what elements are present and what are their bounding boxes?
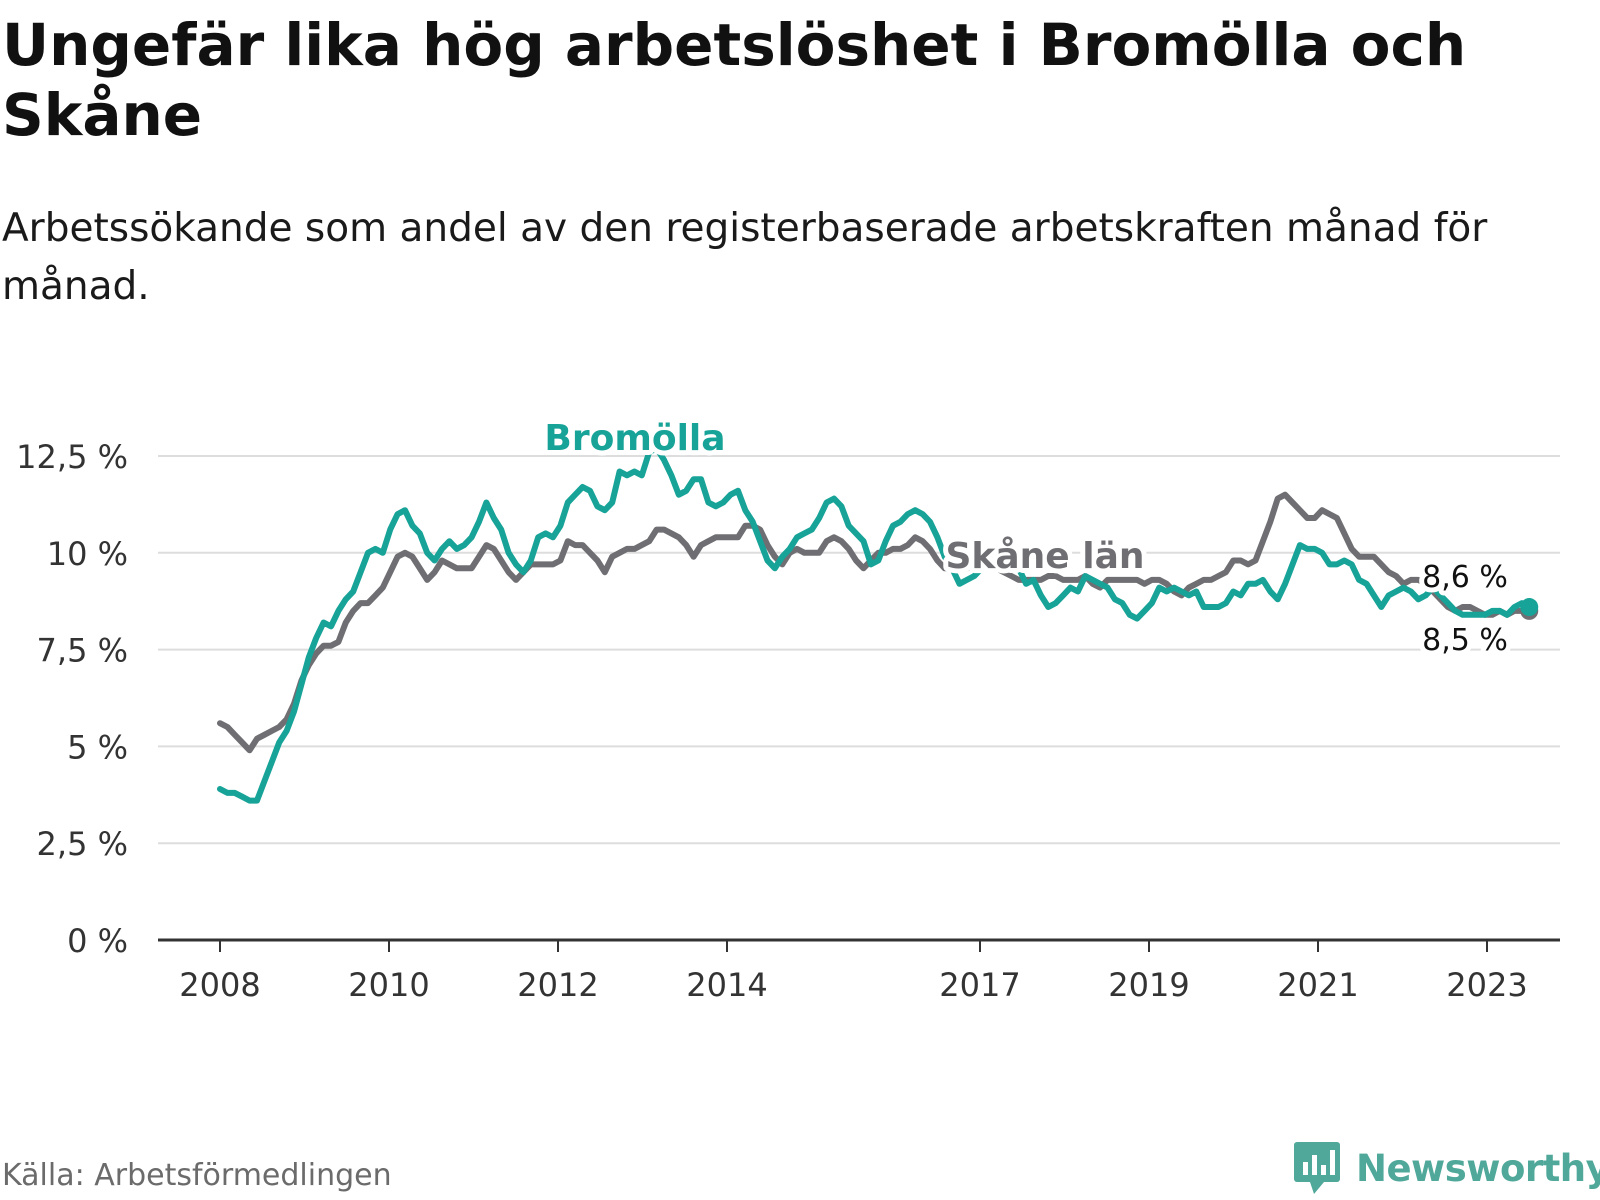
x-axis: 2008 2010 2012 2014 2017 2019 2021 2023 (158, 938, 1560, 1004)
end-point-bromolla (1520, 598, 1539, 617)
x-tick-label: 2008 (179, 966, 260, 1004)
y-tick-label: 5 % (67, 728, 128, 766)
y-tick-label: 7,5 % (37, 632, 128, 670)
chart-subtitle: Arbetssökande som andel av den registerb… (2, 206, 1488, 309)
brand-logo: Newsworthy (1292, 1140, 1600, 1196)
series-line-skane (217, 491, 1533, 754)
x-tick-label: 2021 (1277, 966, 1358, 1004)
series-label-bromolla-halo: Bromölla (544, 418, 725, 459)
x-tick-label: 2012 (517, 966, 598, 1004)
end-value-bromolla: 8,6 % (1422, 560, 1508, 595)
x-tick-label: 2023 (1446, 966, 1527, 1004)
x-tick-label: 2019 (1108, 966, 1189, 1004)
series-lines (217, 445, 1539, 804)
y-tick-label: 12,5 % (16, 438, 128, 476)
x-tick-label: 2010 (348, 966, 429, 1004)
end-value-bromolla-halo: 8,6 % (1422, 560, 1508, 595)
series-label-skane: Skåne län (945, 536, 1144, 577)
gridlines (158, 455, 1560, 845)
source-note: Källa: Arbetsförmedlingen (2, 1158, 392, 1193)
brand-name: Newsworthy (1356, 1146, 1600, 1190)
x-tick-label: 2017 (939, 966, 1020, 1004)
chart-title: Ungefär lika hög arbetslöshet i Bromölla… (2, 11, 1467, 149)
y-tick-label: 10 % (47, 535, 128, 573)
end-value-skane-halo: 8,5 % (1422, 623, 1508, 658)
series-label-skane-halo: Skåne län (945, 536, 1144, 577)
y-tick-label: 2,5 % (37, 825, 128, 863)
line-chart: 0 %2,5 %5 %7,5 %10 %12,5 % 2008 2010 2012 2… (16, 413, 1560, 1004)
end-value-skane: 8,5 % (1422, 623, 1508, 658)
series-line-bromolla (217, 445, 1533, 804)
series-label-bromolla: Bromölla (544, 418, 725, 459)
y-axis-ticks: 0 % 2,5 % 5 % 7,5 % 10 % 12,5 % (16, 438, 128, 960)
y-tick-label: 0 % (67, 922, 128, 960)
newsworthy-logo-icon (1294, 1142, 1340, 1194)
x-tick-label: 2014 (686, 966, 767, 1004)
